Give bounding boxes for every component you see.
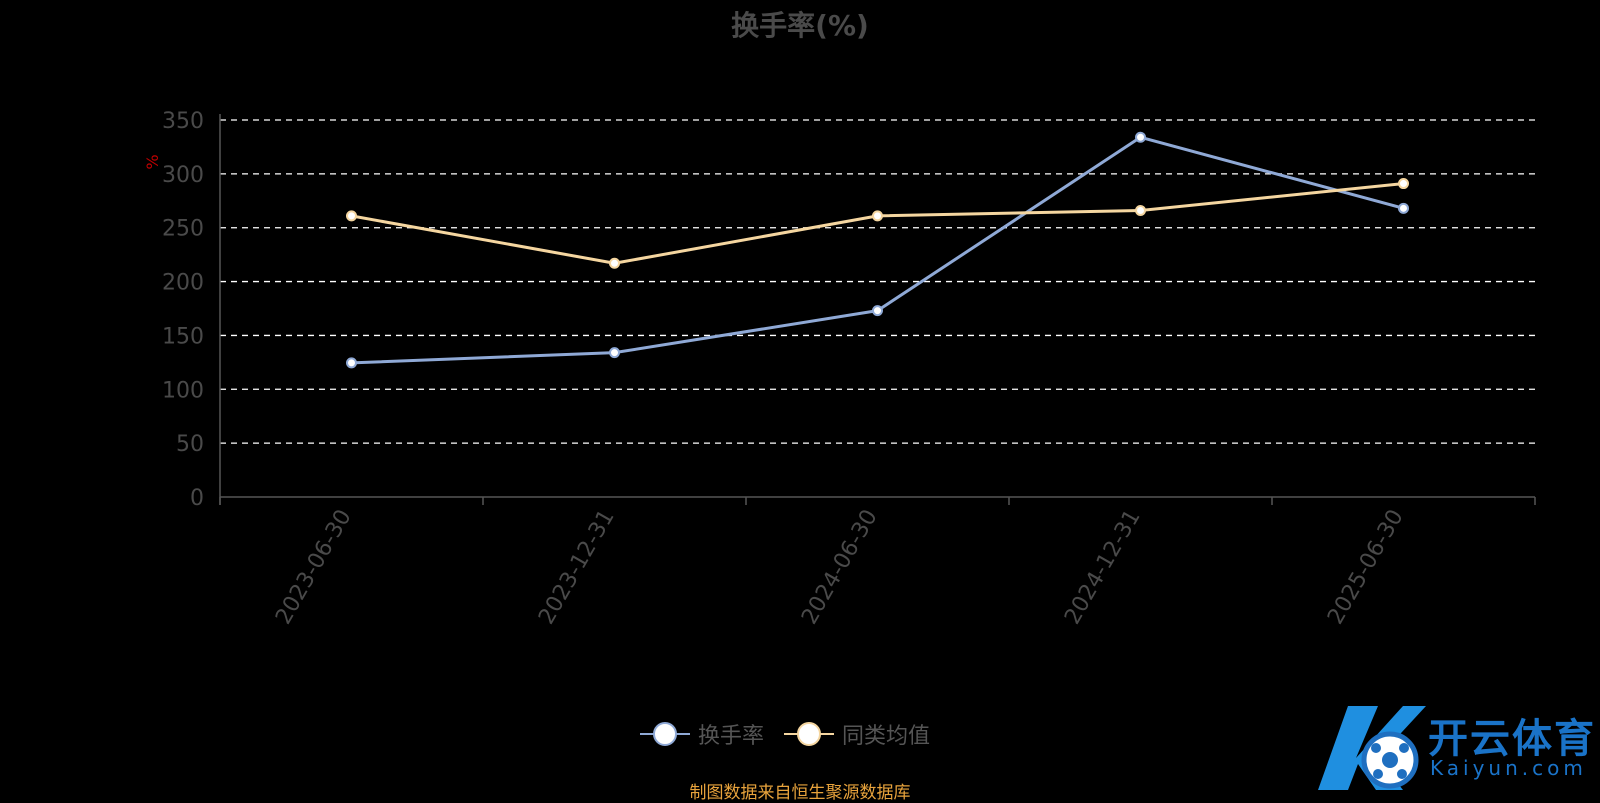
chart-title: 换手率(%) <box>731 9 869 42</box>
series-2-point <box>872 210 883 222</box>
y-tick-label: 100 <box>162 378 204 403</box>
series-1-point <box>346 357 357 369</box>
series-1-point <box>872 305 883 317</box>
legend: 换手率 同类均值 <box>640 718 930 750</box>
y-tick-label: 250 <box>162 217 204 242</box>
y-tick-label: 200 <box>162 271 204 296</box>
source-note: 制图数据来自恒生聚源数据库 <box>689 783 911 803</box>
series-2-point <box>609 257 620 269</box>
series-2-point <box>346 210 357 222</box>
line-chart: % 0 50 100 150 200 250 300 350 2023-06-30 2023-12-… <box>143 109 1536 629</box>
y-tick-label: 50 <box>176 432 204 457</box>
series-2-point <box>1398 178 1409 190</box>
x-tick-label: 2024-06-30 <box>797 506 883 629</box>
y-tick-label: 350 <box>162 109 204 134</box>
legend-item-series-1[interactable]: 换手率 <box>640 718 764 750</box>
x-tick-label: 2023-12-31 <box>534 506 620 629</box>
y-tick-label: 0 <box>190 486 204 511</box>
series-line-1 <box>351 135 1404 365</box>
legend-swatch-series-2 <box>784 722 835 746</box>
series-1-point <box>1398 202 1409 214</box>
kaiyun-logo-icon <box>1318 706 1426 790</box>
legend-item-series-2[interactable]: 同类均值 <box>784 718 930 750</box>
y-tick-label: 150 <box>162 324 204 349</box>
legend-swatch-series-1 <box>640 722 690 746</box>
x-tick-label: 2025-06-30 <box>1323 506 1409 629</box>
x-tick-label: 2024-12-31 <box>1060 506 1146 629</box>
x-tick-label: 2023-06-30 <box>271 506 357 629</box>
series-1-point <box>1135 131 1146 143</box>
logo-subtext: Kaiyun.com <box>1430 756 1587 780</box>
series-1-point <box>609 347 620 359</box>
y-tick-label: 300 <box>162 163 204 188</box>
y-unit-label: % <box>143 154 162 169</box>
legend-label-series-2: 同类均值 <box>842 724 931 749</box>
logo-text: 开云体育 <box>1428 716 1596 762</box>
series-line-2 <box>351 182 1404 265</box>
series-2-point <box>1135 204 1146 216</box>
legend-label-series-1: 换手率 <box>698 724 765 749</box>
